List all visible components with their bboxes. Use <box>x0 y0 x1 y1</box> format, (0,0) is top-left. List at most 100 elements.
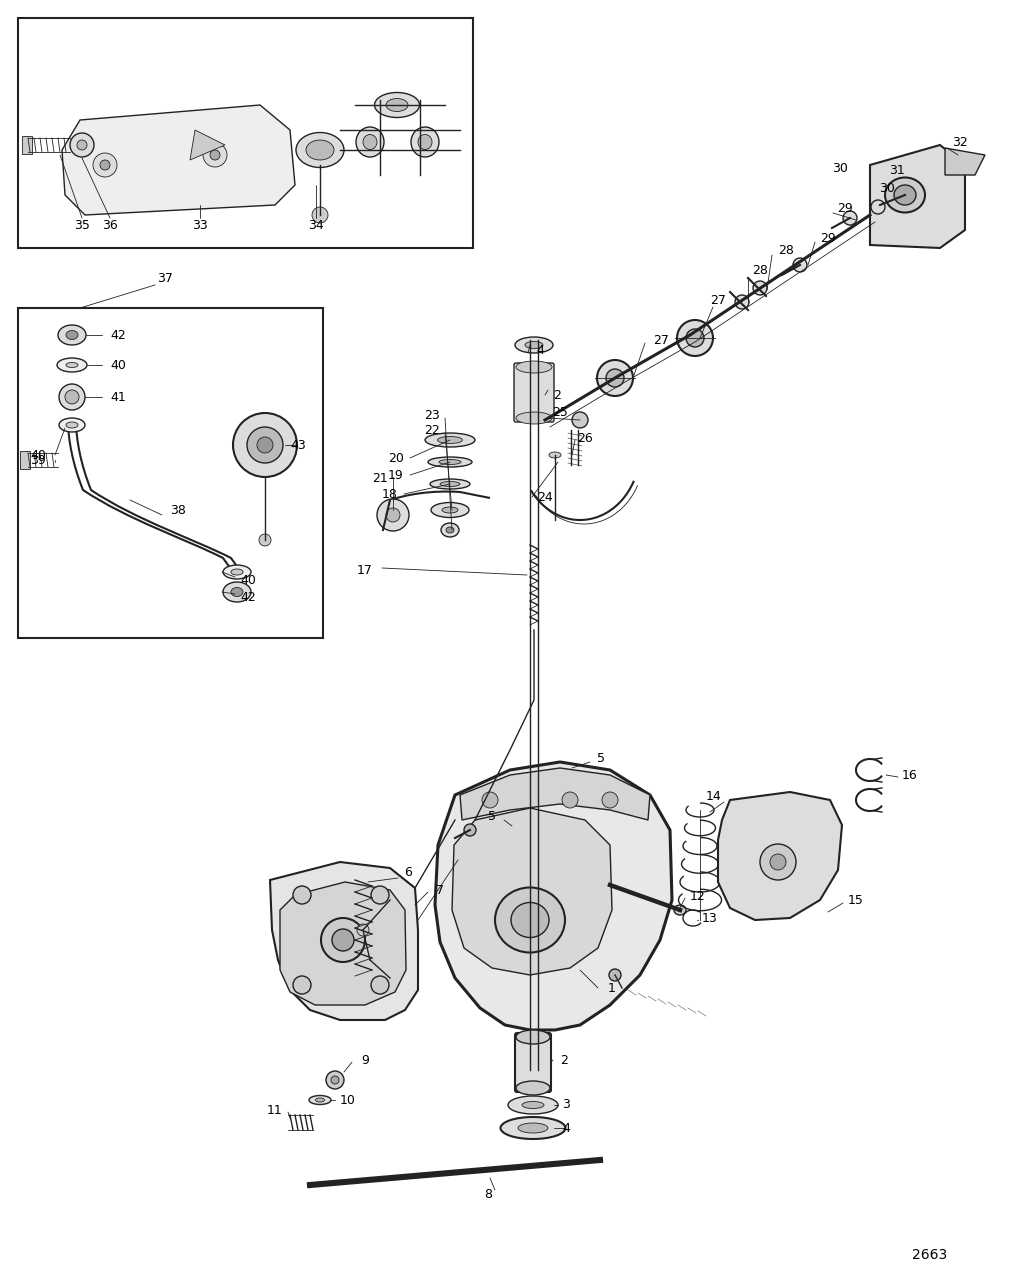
Text: 20: 20 <box>388 452 404 465</box>
Text: 10: 10 <box>340 1093 356 1106</box>
Circle shape <box>871 200 885 214</box>
Circle shape <box>357 924 369 936</box>
Ellipse shape <box>549 452 561 458</box>
Text: 28: 28 <box>752 264 768 276</box>
Ellipse shape <box>674 905 686 915</box>
Ellipse shape <box>223 582 251 602</box>
Ellipse shape <box>428 457 472 467</box>
Text: 23: 23 <box>424 408 440 421</box>
Ellipse shape <box>66 330 78 339</box>
Circle shape <box>482 792 498 808</box>
Ellipse shape <box>57 358 87 372</box>
Text: 21: 21 <box>372 471 388 485</box>
Ellipse shape <box>516 1082 550 1094</box>
Text: 34: 34 <box>308 219 324 232</box>
Circle shape <box>93 154 116 177</box>
Text: 26: 26 <box>577 431 593 444</box>
Text: 30: 30 <box>879 182 894 195</box>
Circle shape <box>609 969 621 980</box>
Ellipse shape <box>515 337 553 353</box>
Circle shape <box>753 282 767 294</box>
Circle shape <box>70 133 94 157</box>
Ellipse shape <box>495 887 565 952</box>
Text: 17: 17 <box>357 563 373 576</box>
Text: 14: 14 <box>706 790 722 803</box>
Bar <box>18 18 473 248</box>
Circle shape <box>233 413 297 477</box>
Circle shape <box>770 854 786 870</box>
Text: 28: 28 <box>778 243 794 256</box>
Text: 22: 22 <box>424 424 440 436</box>
Ellipse shape <box>516 361 552 372</box>
Ellipse shape <box>440 481 460 486</box>
Circle shape <box>332 929 354 951</box>
Text: 9: 9 <box>361 1053 369 1066</box>
Polygon shape <box>270 861 418 1020</box>
Polygon shape <box>460 768 650 820</box>
FancyBboxPatch shape <box>514 364 554 422</box>
Text: 2663: 2663 <box>913 1248 947 1262</box>
Text: 4: 4 <box>562 1121 570 1134</box>
Polygon shape <box>945 148 985 175</box>
Text: 33: 33 <box>192 219 208 232</box>
Circle shape <box>602 792 618 808</box>
Ellipse shape <box>223 564 251 579</box>
Text: 36: 36 <box>102 219 118 232</box>
Ellipse shape <box>66 422 78 428</box>
Ellipse shape <box>431 503 469 517</box>
Text: 30: 30 <box>832 161 848 174</box>
Text: 3: 3 <box>562 1098 570 1111</box>
Ellipse shape <box>522 1102 544 1108</box>
Circle shape <box>386 508 400 522</box>
Text: 40: 40 <box>240 573 256 586</box>
Text: 39: 39 <box>30 453 46 466</box>
Ellipse shape <box>309 1096 331 1105</box>
Text: 40: 40 <box>30 448 46 462</box>
Circle shape <box>331 1076 339 1084</box>
Text: 7: 7 <box>436 883 444 896</box>
Text: 4: 4 <box>536 343 544 357</box>
Ellipse shape <box>885 178 925 212</box>
Circle shape <box>572 412 588 428</box>
Ellipse shape <box>58 325 86 346</box>
Circle shape <box>371 886 389 904</box>
Circle shape <box>597 360 633 396</box>
Circle shape <box>735 294 749 308</box>
Text: 6: 6 <box>404 865 412 878</box>
Polygon shape <box>718 792 842 920</box>
Text: 27: 27 <box>653 334 669 347</box>
Ellipse shape <box>59 419 85 433</box>
Circle shape <box>562 792 578 808</box>
Text: 31: 31 <box>889 164 905 177</box>
Text: 11: 11 <box>267 1103 283 1116</box>
Ellipse shape <box>446 527 454 532</box>
Text: 5: 5 <box>597 751 605 764</box>
Text: 27: 27 <box>710 293 726 306</box>
Text: 2: 2 <box>560 1053 568 1066</box>
Ellipse shape <box>231 570 243 575</box>
Circle shape <box>686 329 704 347</box>
Circle shape <box>326 1071 344 1089</box>
Ellipse shape <box>356 127 384 157</box>
Ellipse shape <box>66 362 78 367</box>
Ellipse shape <box>439 460 461 465</box>
Ellipse shape <box>375 92 419 118</box>
Circle shape <box>100 160 110 170</box>
Bar <box>18 308 323 637</box>
Circle shape <box>843 211 857 225</box>
Text: 25: 25 <box>552 406 568 419</box>
Ellipse shape <box>65 390 79 404</box>
Ellipse shape <box>500 1117 565 1139</box>
Text: 1: 1 <box>608 982 616 995</box>
Circle shape <box>77 140 87 150</box>
Ellipse shape <box>894 186 916 205</box>
Ellipse shape <box>516 412 552 424</box>
Text: 18: 18 <box>382 488 398 500</box>
Circle shape <box>257 436 272 453</box>
Ellipse shape <box>363 134 377 150</box>
Text: 24: 24 <box>537 490 553 503</box>
Text: 35: 35 <box>74 219 90 232</box>
Text: 40: 40 <box>110 358 126 371</box>
Circle shape <box>293 977 311 995</box>
Ellipse shape <box>525 342 543 348</box>
